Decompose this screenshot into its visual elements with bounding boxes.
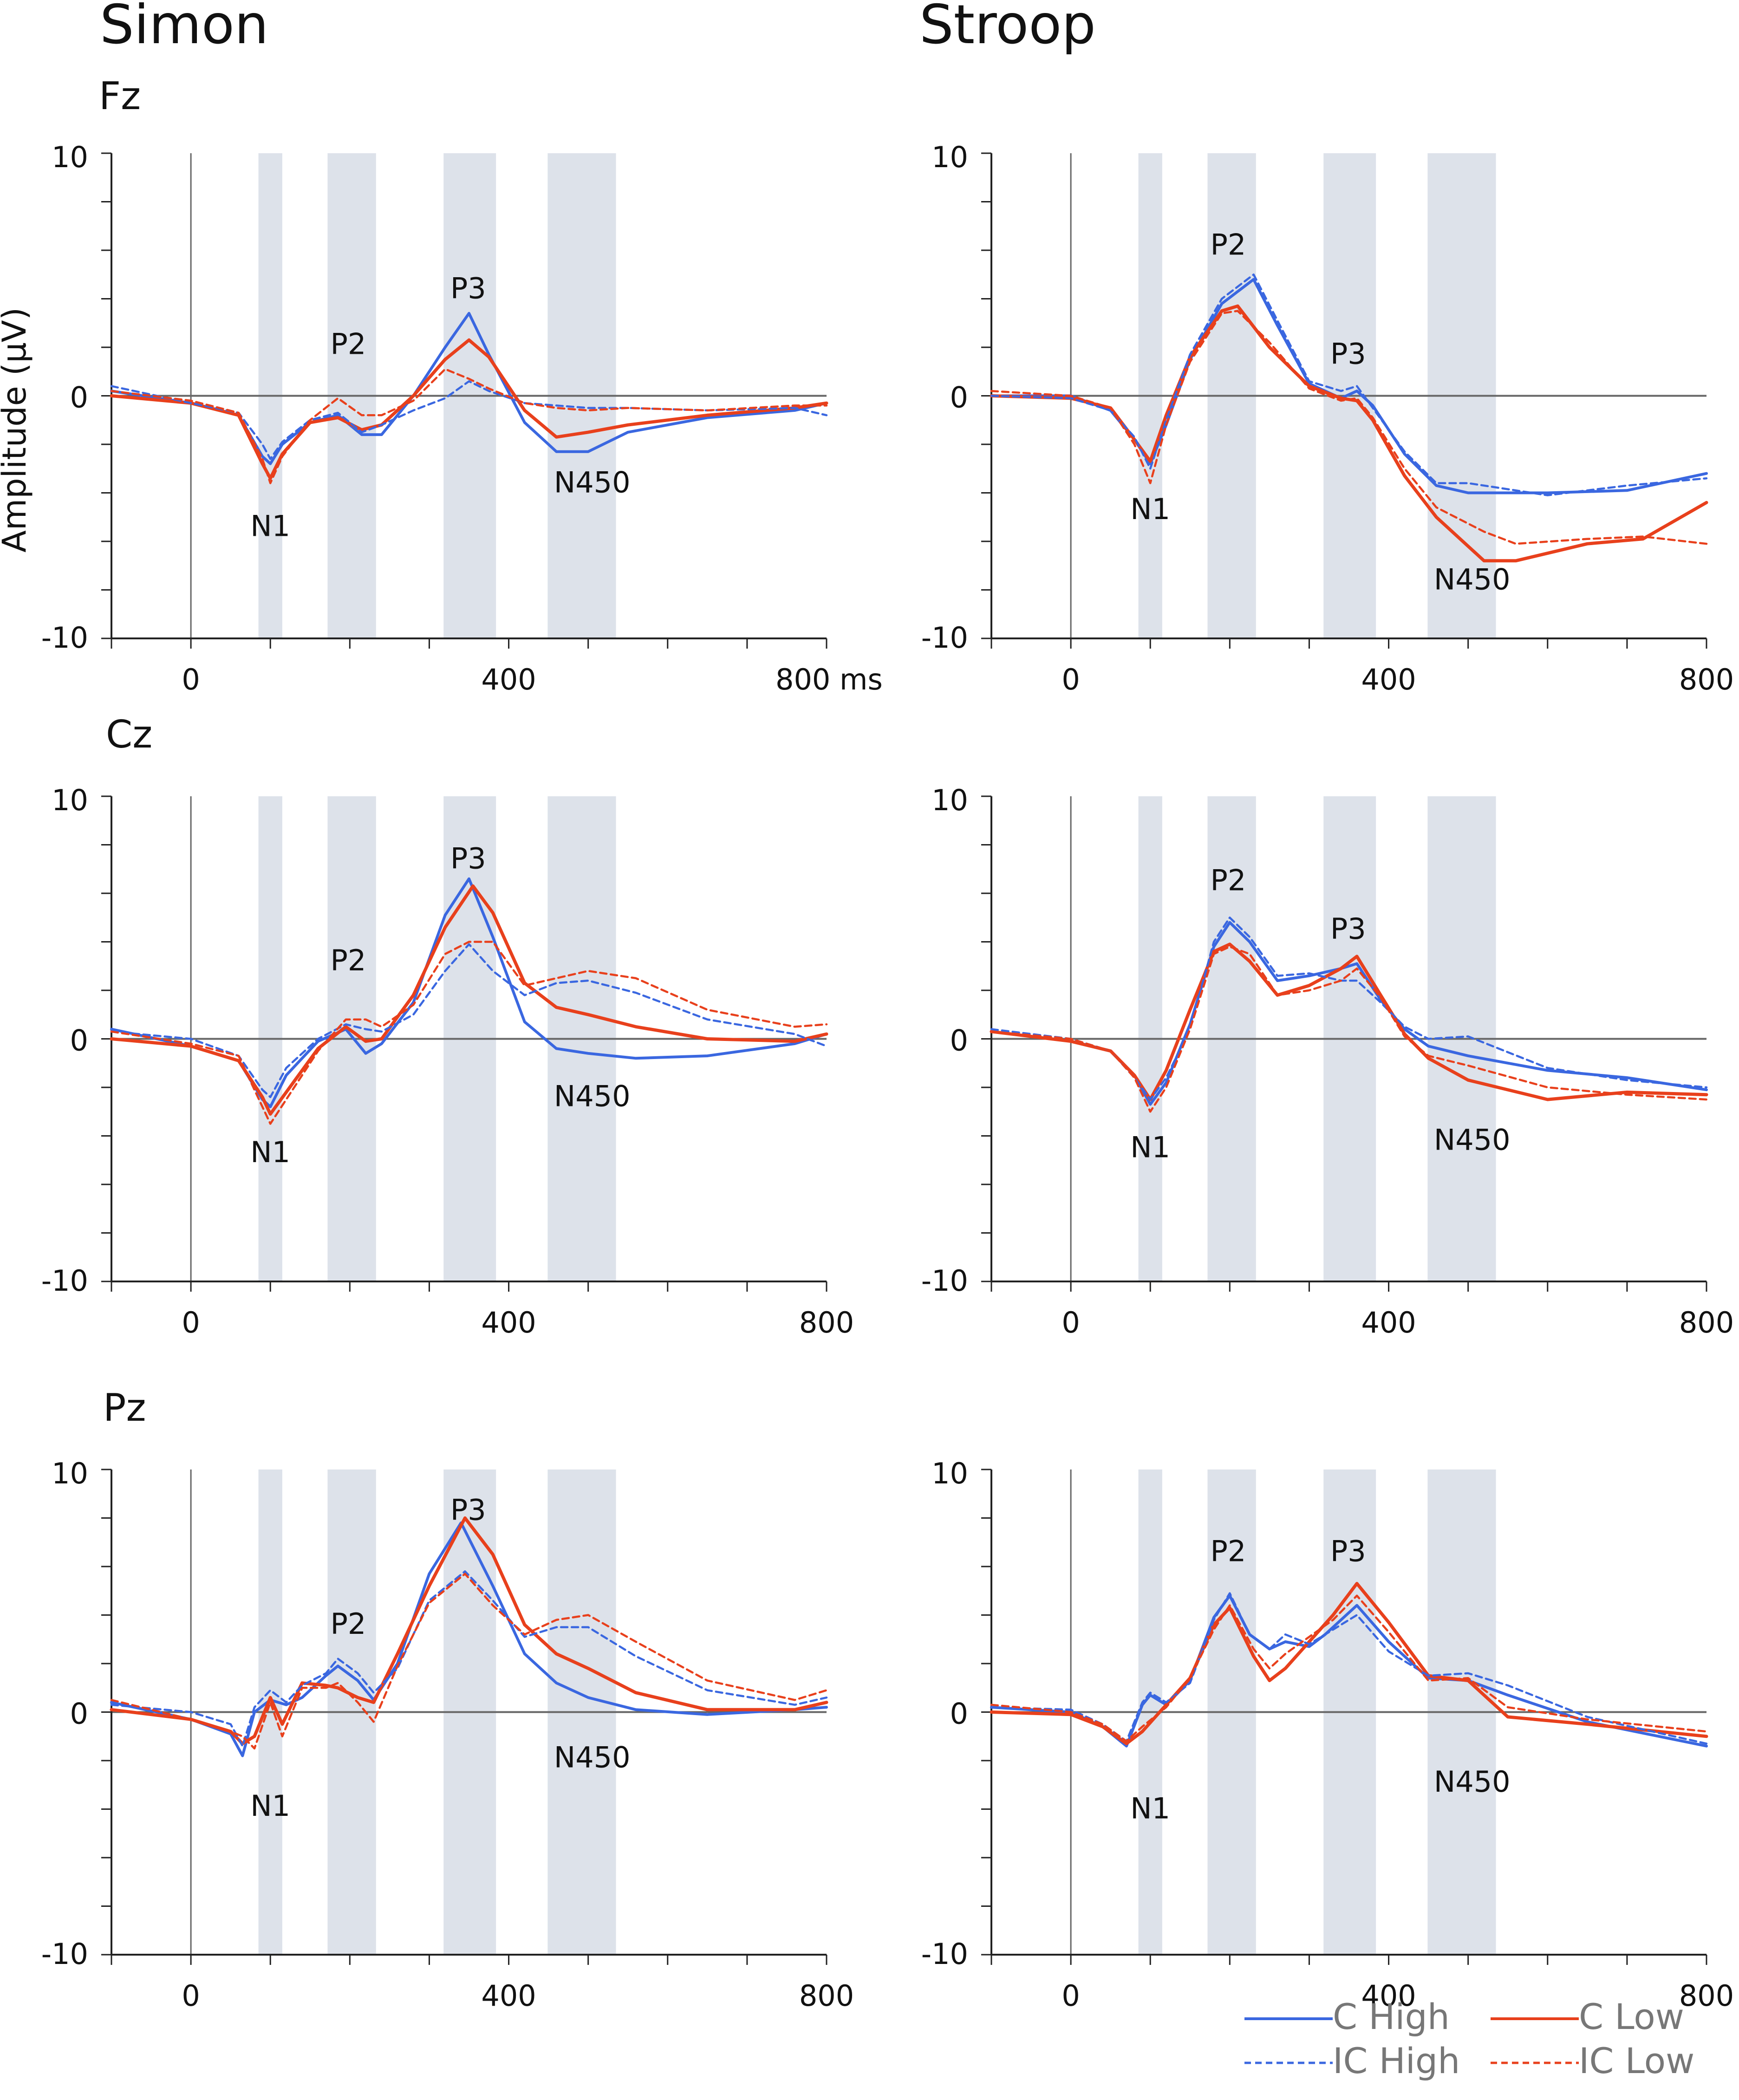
series-ic-low	[110, 1573, 828, 1750]
y-tick-label: -10	[41, 621, 88, 655]
x-tick-label: 0	[182, 1306, 200, 1339]
x-tick-label: 0	[1062, 1306, 1080, 1339]
series-c-low	[990, 304, 1708, 563]
legend-item-ic-high: IC High	[1244, 2040, 1460, 2081]
y-tick-label: -10	[41, 1937, 88, 1971]
y-tick-label: 0	[70, 1024, 88, 1058]
component-label-n450: N450	[1434, 562, 1511, 596]
panel-simon-pz: -10 0 10 0 400 800 N1 P2 P3 N450	[41, 1456, 854, 2013]
series-c-low	[110, 338, 828, 480]
legend-label: C Low	[1579, 1996, 1684, 2037]
component-label-n1: N1	[250, 1789, 290, 1823]
panel-stroop-cz: -10 0 10 0 400 800 N1 P2 P3 N450	[921, 783, 1734, 1339]
x-tick-label: 400	[1361, 1306, 1416, 1339]
component-label-n1: N1	[1130, 492, 1170, 526]
column-title-simon: Simon	[100, 0, 269, 56]
series-ic-high	[990, 917, 1708, 1101]
legend-label: C High	[1333, 1996, 1450, 2037]
legend-item-c-high: C High	[1244, 1996, 1450, 2037]
x-tick-label: 400	[481, 1306, 536, 1339]
component-label-n450: N450	[554, 1741, 631, 1775]
x-tick-label: 400	[481, 1979, 536, 2013]
series-ic-high	[110, 943, 828, 1099]
component-label-n1: N1	[250, 509, 290, 543]
series-ic-high	[110, 1570, 828, 1747]
series-ic-low	[990, 1594, 1708, 1742]
component-label-p2: P2	[1210, 1534, 1246, 1568]
y-axis-label: Amplitude (µV)	[0, 307, 33, 553]
y-tick-label: 10	[931, 140, 968, 174]
row-label-cz: Cz	[106, 713, 153, 757]
component-label-p2: P2	[330, 943, 366, 977]
component-label-p2: P2	[330, 327, 366, 361]
y-tick-label: 10	[931, 1456, 968, 1490]
series-ic-low	[990, 945, 1708, 1113]
y-tick-label: 0	[70, 1697, 88, 1731]
y-tick-label: 10	[52, 1456, 88, 1490]
component-label-n1: N1	[250, 1135, 290, 1169]
component-label-p3: P3	[1330, 1534, 1366, 1568]
x-tick-label: 400	[481, 663, 536, 696]
x-tick-label: 0	[1062, 663, 1080, 696]
component-label-p3: P3	[450, 842, 486, 876]
component-label-n1: N1	[1130, 1791, 1170, 1825]
row-label-pz: Pz	[103, 1386, 146, 1430]
component-label-n450: N450	[1434, 1123, 1511, 1157]
y-tick-label: 10	[52, 140, 88, 174]
panel-simon-cz: -10 0 10 0 400 800 N1 P2 P3 N450	[41, 783, 854, 1339]
component-label-p2: P2	[1210, 228, 1246, 261]
component-label-n450: N450	[554, 465, 631, 499]
y-tick-label: 0	[950, 1697, 968, 1731]
y-tick-label: 0	[950, 1024, 968, 1058]
component-label-p2: P2	[1210, 864, 1246, 897]
component-label-p3: P3	[1330, 337, 1366, 371]
x-tick-label: 400	[1361, 663, 1416, 696]
x-tick-label: 400	[1361, 1979, 1416, 2013]
series-ic-high	[990, 273, 1708, 496]
y-tick-label: 0	[70, 381, 88, 415]
component-label-n1: N1	[1130, 1130, 1170, 1164]
series-ic-high	[990, 1592, 1708, 1745]
y-tick-label: 10	[931, 783, 968, 817]
series-c-low	[110, 884, 828, 1116]
component-label-p3: P3	[450, 271, 486, 305]
y-tick-label: -10	[41, 1264, 88, 1298]
legend: C High C Low IC High IC Low	[1244, 1996, 1694, 2081]
component-label-p3: P3	[1330, 912, 1366, 946]
series-ic-low	[110, 368, 828, 484]
legend-label: IC Low	[1579, 2040, 1694, 2081]
row-label-fz: Fz	[99, 74, 141, 118]
legend-item-ic-low: IC Low	[1491, 2040, 1694, 2081]
x-tick-label: 0	[182, 663, 200, 696]
y-tick-label: -10	[921, 1937, 968, 1971]
x-tick-label: 800	[1679, 1306, 1734, 1339]
y-tick-label: 10	[52, 783, 88, 817]
series-c-low	[110, 1516, 828, 1745]
component-label-p3: P3	[450, 1493, 486, 1527]
x-tick-label: 0	[1062, 1979, 1080, 2013]
column-title-stroop: Stroop	[919, 0, 1096, 56]
series-ic-low	[110, 941, 828, 1125]
x-tick-label: 800 ms	[775, 663, 883, 696]
panel-stroop-pz: -10 0 10 0 400 800 N1 P2 P3 N450	[921, 1456, 1734, 2013]
component-label-n450: N450	[554, 1079, 631, 1113]
component-label-p2: P2	[330, 1607, 366, 1641]
panel-simon-fz: -10 0 10 0 400 800 ms N1 P2 P3 N450	[41, 140, 883, 696]
x-tick-label: 800	[799, 1306, 854, 1339]
y-tick-label: 0	[950, 381, 968, 415]
component-label-n450: N450	[1434, 1765, 1511, 1799]
legend-label: IC High	[1333, 2040, 1460, 2081]
x-tick-label: 800	[1679, 663, 1734, 696]
y-tick-label: -10	[921, 621, 968, 655]
x-tick-label: 0	[182, 1979, 200, 2013]
legend-item-c-low: C Low	[1491, 1996, 1684, 2037]
x-tick-label: 800	[1679, 1979, 1734, 2013]
x-tick-label: 800	[799, 1979, 854, 2013]
panel-stroop-fz: -10 0 10 0 400 800 N1 P2 P3 N450	[921, 140, 1734, 696]
y-tick-label: -10	[921, 1264, 968, 1298]
series-ic-low	[990, 310, 1708, 545]
